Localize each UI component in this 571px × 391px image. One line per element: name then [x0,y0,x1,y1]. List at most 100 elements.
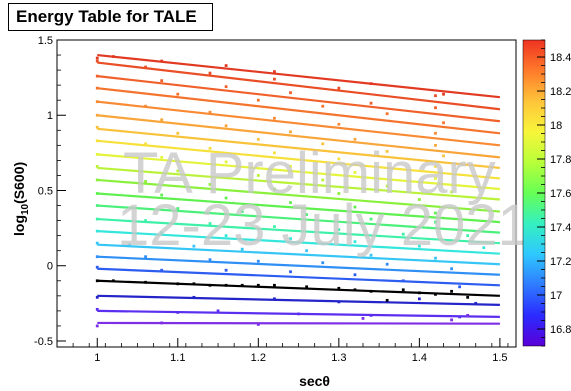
data-point [240,247,244,251]
fit-line-18.3 [97,127,501,170]
data-point [192,282,196,286]
data-point [208,71,212,75]
colorbar-tick-label: 18 [550,120,562,132]
data-point [240,283,244,287]
data-point [337,300,341,304]
data-point [160,193,164,197]
data-point [353,273,357,277]
colorbar-tick-label: 16.8 [550,324,571,336]
fit-line-18.8 [97,61,501,111]
data-point [144,142,147,146]
y-axis-label-main: log [11,215,27,236]
data-point [458,285,462,289]
data-point [385,184,389,188]
data-point [337,157,341,161]
data-point [289,270,292,274]
data-point [216,309,220,313]
data-point [111,55,115,58]
data-point [95,152,99,156]
data-point [353,288,357,292]
data-point [466,313,470,317]
data-point [208,258,212,262]
data-point [434,220,437,224]
colorbar-ticks: 16.8 17 17.2 17.4 17.6 17.8 18 18.2 18.4 [537,39,571,347]
data-point [442,92,445,96]
data-point [289,237,292,241]
data-point [95,86,99,90]
x-tick-labels: 1 1.1 1.2 1.3 1.4 1.5 [94,352,507,364]
data-point [95,204,99,207]
data-point [417,198,421,201]
data-point [95,307,99,311]
fit-line-17.2 [97,267,500,287]
fit-line-18.1 [97,153,500,191]
data-point [434,211,437,215]
data-point [417,244,421,248]
data-point [144,180,147,183]
data-point [95,265,99,269]
data-point [401,279,405,283]
data-point [442,121,445,125]
fit-line-16.8 [97,321,500,325]
data-point [369,101,373,105]
data-point [95,113,99,117]
fit-line-18.7 [97,75,501,123]
x-axis-label-symbol: θ [322,373,330,389]
data-point [321,104,325,108]
fit-line-18.6 [97,87,501,135]
data-point [337,86,341,90]
data-point [434,143,437,147]
data-point [208,146,212,150]
y-tick-label: -0.5 [34,336,53,348]
data-point [321,178,325,182]
colorbar-tick-label: 18.2 [550,86,571,98]
fit-line-17.7 [97,204,500,234]
data-point [256,283,260,287]
x-tick-label: 1 [94,352,100,364]
data-point [450,267,453,271]
data-point [160,59,164,63]
data-point [95,255,99,259]
fit-line-17.9 [97,178,500,213]
data-point [361,317,365,320]
data-point [160,321,164,325]
data-point [224,64,228,67]
y-tick-label: 0 [47,261,53,273]
data-point [208,110,212,114]
data-point [208,283,212,287]
data-point [144,219,147,222]
data-point [95,165,99,168]
data-point [482,246,486,250]
data-point [256,174,260,177]
data-point [144,104,147,108]
data-point [273,225,276,229]
data-point [224,283,228,287]
data-point [256,323,260,326]
fit-line-17.1 [97,279,500,297]
data-point [321,142,325,146]
data-point [337,122,341,126]
data-point [240,210,244,213]
data-point [273,187,276,191]
y-tick-label: 0.5 [38,185,53,197]
data-point [95,279,99,283]
data-point [224,160,228,164]
fit-line-18 [97,166,500,201]
data-point [401,232,405,236]
data-point [450,289,453,293]
fit-line-17.3 [97,255,500,276]
fit-line-17.4 [97,243,500,266]
data-point [176,92,180,96]
y-tick-labels: -0.5 0 0.5 1 1.5 [34,35,53,348]
data-point [321,261,325,265]
data-point [273,70,276,74]
data-point [401,288,405,292]
data-point [369,289,373,293]
colorbar-tick-label: 17.4 [550,222,571,234]
data-point [385,298,389,302]
data-point [256,137,260,141]
data-point [95,56,99,60]
data-point [176,282,180,286]
data-point [305,285,309,289]
